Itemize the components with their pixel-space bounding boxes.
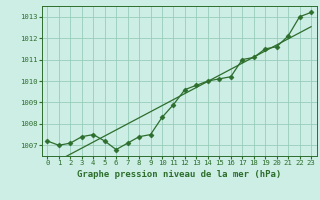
X-axis label: Graphe pression niveau de la mer (hPa): Graphe pression niveau de la mer (hPa) [77, 170, 281, 179]
